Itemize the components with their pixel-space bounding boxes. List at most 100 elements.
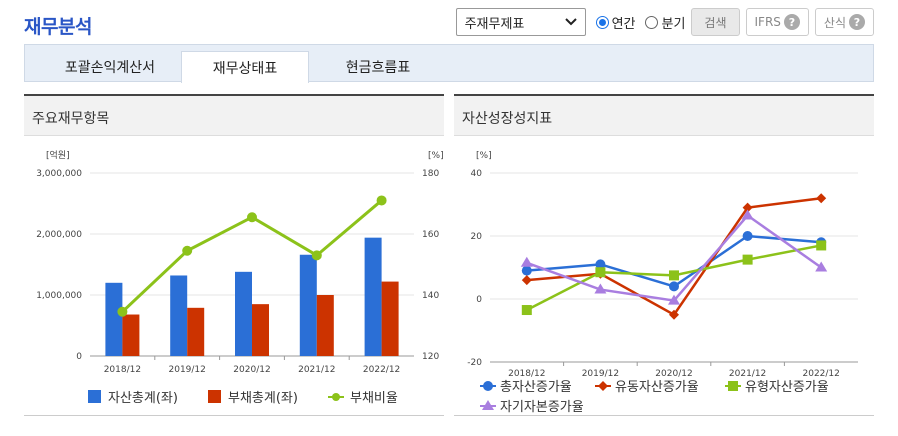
y-tick-label: 20 <box>471 232 483 242</box>
legend-label: 부채총계(좌) <box>228 391 298 406</box>
asset-growth-panel: 자산성장성지표 [%] 40 20 0 -20 2018/12 2019/12 2020/12… <box>454 94 874 416</box>
legend-label: 총자산증가율 <box>500 380 572 395</box>
series-point-3 <box>594 283 607 294</box>
debt-ratio-point <box>376 195 387 206</box>
y-right-tick-label: 120 <box>422 352 439 362</box>
y-tick-label: -20 <box>467 358 482 368</box>
statement-tabs: 포괄손익계산서 재무상태표 현금흐름표 <box>24 44 874 83</box>
radio-quarter-dot[interactable] <box>645 15 659 29</box>
debt-ratio-point <box>247 212 257 223</box>
x-tick-label: 2018/12 <box>508 369 545 379</box>
radio-annual-label: 연간 <box>611 16 636 32</box>
tab-cash-flow[interactable]: 현금흐름표 <box>345 59 411 76</box>
series-point-2 <box>816 240 827 251</box>
help-icon: ? <box>849 14 865 30</box>
legend-marker <box>332 393 340 401</box>
series-point-1 <box>816 193 827 204</box>
ifrs-button[interactable]: IFRS ? <box>745 8 809 36</box>
radio-annual-dot[interactable] <box>595 15 609 29</box>
series-point-2 <box>669 270 679 281</box>
y-right-tick-label: 160 <box>422 230 439 240</box>
series-point-1 <box>742 202 753 213</box>
legend-label: 유동자산증가율 <box>615 380 699 395</box>
legend-marker <box>598 381 608 391</box>
bar-total-assets <box>105 282 123 356</box>
search-button[interactable]: 검색 <box>691 8 740 36</box>
panel-title: 자산성장성지표 <box>454 96 874 136</box>
debt-ratio-point <box>117 306 128 317</box>
legend-label: 유형자산증가율 <box>745 380 829 395</box>
ifrs-label: IFRS <box>754 15 781 29</box>
legend-marker <box>483 381 493 391</box>
x-tick-label: 2021/12 <box>729 369 766 379</box>
y-left-tick-label: 0 <box>76 352 82 362</box>
legend-marker <box>728 381 738 391</box>
y-tick-label: 40 <box>471 169 483 179</box>
x-tick-label: 2022/12 <box>803 369 840 379</box>
series-point-2 <box>521 305 532 316</box>
x-tick-label: 2020/12 <box>233 365 270 375</box>
bar-total-liabilities <box>122 314 140 356</box>
y-left-tick-label: 1,000,000 <box>36 291 82 301</box>
y-left-tick-label: 2,000,000 <box>36 230 82 240</box>
tab-income-statement[interactable]: 포괄손익계산서 <box>64 59 156 76</box>
series-point-1 <box>521 275 532 286</box>
series-point-3 <box>741 209 754 220</box>
series-point-3 <box>668 294 680 305</box>
x-tick-label: 2018/12 <box>104 365 141 375</box>
toolbar: 주재무제표 연간 분기 검색 IFRS ? 산식 ? <box>455 8 874 36</box>
legend-label: 부채비율 <box>350 391 398 406</box>
radio-annual[interactable]: 연간 <box>595 13 636 32</box>
statement-type-select[interactable]: 주재무제표 <box>455 8 586 36</box>
y-right-unit: [%] <box>428 151 444 161</box>
bar-total-liabilities <box>187 307 205 356</box>
formula-label: 산식 <box>823 15 846 30</box>
y-right-tick-label: 140 <box>422 291 439 301</box>
key-financials-chart: [억원] [%] 3,000,000 180 2,000,000 160 1,000,000… <box>36 149 444 406</box>
series-point-1 <box>669 309 679 320</box>
y-tick-label: 0 <box>476 295 482 305</box>
chevron-down-icon <box>564 18 577 26</box>
x-tick-label: 2019/12 <box>582 369 619 379</box>
series-point-3 <box>520 256 533 267</box>
key-financials-panel: 주요재무항목 [억원] [%] 3,000,000 180 2,000,000 160 1,… <box>24 94 444 416</box>
bar-total-liabilities <box>381 281 399 356</box>
series-point-0 <box>669 281 679 292</box>
debt-ratio-point <box>182 245 193 256</box>
bar-total-liabilities <box>252 304 269 356</box>
asset-growth-chart: [%] 40 20 0 -20 2018/12 2019/12 2020/12 2021/12 2… <box>467 151 858 415</box>
legend-marker <box>482 400 494 410</box>
bar-total-assets <box>299 254 317 356</box>
bar-total-assets <box>170 275 188 356</box>
x-tick-label: 2021/12 <box>298 365 335 375</box>
legend-label: 자기자본증가율 <box>500 400 584 415</box>
x-tick-label: 2022/12 <box>363 365 400 375</box>
legend-swatch <box>208 390 221 403</box>
y-right-tick-label: 180 <box>422 169 439 179</box>
statement-type-value: 주재무제표 <box>464 16 525 32</box>
radio-quarter-label: 분기 <box>661 16 686 32</box>
bar-total-assets <box>364 237 382 356</box>
x-tick-label: 2020/12 <box>655 369 692 379</box>
x-tick-label: 2019/12 <box>169 365 206 375</box>
series-point-2 <box>742 254 753 265</box>
series-point-0 <box>521 265 532 276</box>
series-point-2 <box>595 267 606 278</box>
page-title: 재무분석 <box>24 16 92 38</box>
debt-ratio-point <box>311 250 322 261</box>
formula-button[interactable]: 산식 ? <box>814 8 874 36</box>
series-point-0 <box>742 231 753 241</box>
series-point-3 <box>815 261 828 272</box>
series-point-0 <box>595 259 606 270</box>
bar-total-assets <box>235 271 252 356</box>
tab-balance-sheet[interactable]: 재무상태표 <box>181 51 309 83</box>
y-left-tick-label: 3,000,000 <box>36 169 82 179</box>
legend-swatch <box>88 390 101 403</box>
y-unit: [%] <box>476 151 492 161</box>
radio-quarter[interactable]: 분기 <box>645 13 685 32</box>
panel-title: 주요재무항목 <box>24 96 444 136</box>
y-left-unit: [억원] <box>46 149 70 161</box>
legend-label: 자산총계(좌) <box>108 391 178 406</box>
help-icon: ? <box>783 14 800 30</box>
bar-total-liabilities <box>316 295 334 356</box>
